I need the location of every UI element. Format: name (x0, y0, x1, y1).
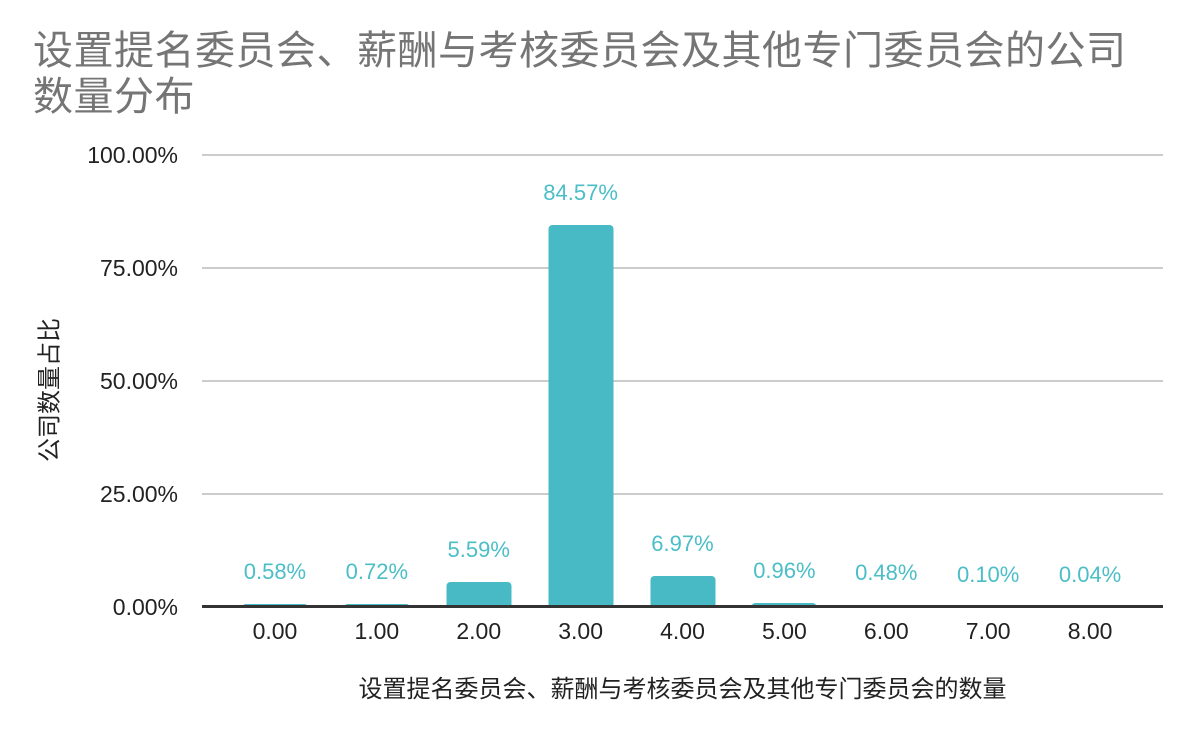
bar (650, 575, 715, 607)
bar (446, 581, 512, 607)
bar-column: 0.96% (733, 155, 835, 607)
x-tick-row: 0.00 1.00 2.00 3.00 4.00 5.00 6.00 7.00 8.00 (202, 618, 1163, 644)
chart-title: 设置提名委员会、薪酬与考核委员会及其他专门委员会的公司数量分布 (33, 29, 1127, 119)
bar (751, 602, 817, 607)
y-tick-label: 0.00% (112, 594, 178, 620)
bar-column: 0.10% (937, 155, 1039, 607)
bar-data-label: 0.58% (243, 559, 307, 585)
bar-data-label: 0.10% (956, 561, 1020, 587)
x-tick-label: 0.00 (252, 618, 298, 644)
gridline (202, 154, 1163, 156)
bar-column: 84.57% (530, 155, 632, 607)
x-axis-title: 设置提名委员会、薪酬与考核委员会及其他专门委员会的数量 (358, 676, 1007, 703)
gridline (202, 267, 1163, 269)
bar-column: 0.58% (224, 155, 326, 607)
x-tick-label: 2.00 (456, 618, 502, 644)
bar-data-label: 6.97% (651, 530, 714, 556)
y-tick-label: 75.00% (99, 255, 178, 281)
bar-column: 5.59% (428, 155, 530, 607)
bar-data-label: 84.57% (543, 179, 618, 205)
y-tick-label: 25.00% (99, 481, 178, 507)
y-tick-label: 50.00% (99, 368, 178, 394)
x-tick-label: 8.00 (1067, 618, 1113, 644)
bar-data-label: 0.48% (855, 559, 918, 585)
bar-column: 0.72% (326, 155, 428, 607)
x-axis-baseline (202, 605, 1163, 608)
bar-column: 0.04% (1039, 155, 1141, 607)
bar-data-label: 5.59% (447, 536, 510, 562)
bars-row: 0.58% 0.72% 5.59% 84.57% 6.97% 0.96% 0.48% 0.10… (202, 155, 1163, 607)
bar-data-label: 0.04% (1058, 561, 1122, 587)
x-tick-label: 3.00 (558, 618, 603, 644)
x-tick-label: 1.00 (354, 618, 400, 644)
x-tick-label: 4.00 (660, 618, 705, 644)
gridline (202, 493, 1163, 495)
bar-column: 0.48% (835, 155, 937, 607)
bar (548, 224, 614, 607)
x-tick-label: 5.00 (762, 618, 807, 644)
plot-area: 0.58% 0.72% 5.59% 84.57% 6.97% 0.96% 0.48% 0.10… (202, 154, 1163, 608)
y-tick-label: 100.00% (87, 142, 178, 168)
x-tick-label: 6.00 (863, 618, 909, 644)
bar-column: 6.97% (632, 155, 734, 607)
bar-data-label: 0.96% (753, 557, 816, 583)
gridline (202, 380, 1163, 382)
bar-data-label: 0.72% (345, 558, 409, 584)
x-tick-label: 7.00 (965, 618, 1011, 644)
